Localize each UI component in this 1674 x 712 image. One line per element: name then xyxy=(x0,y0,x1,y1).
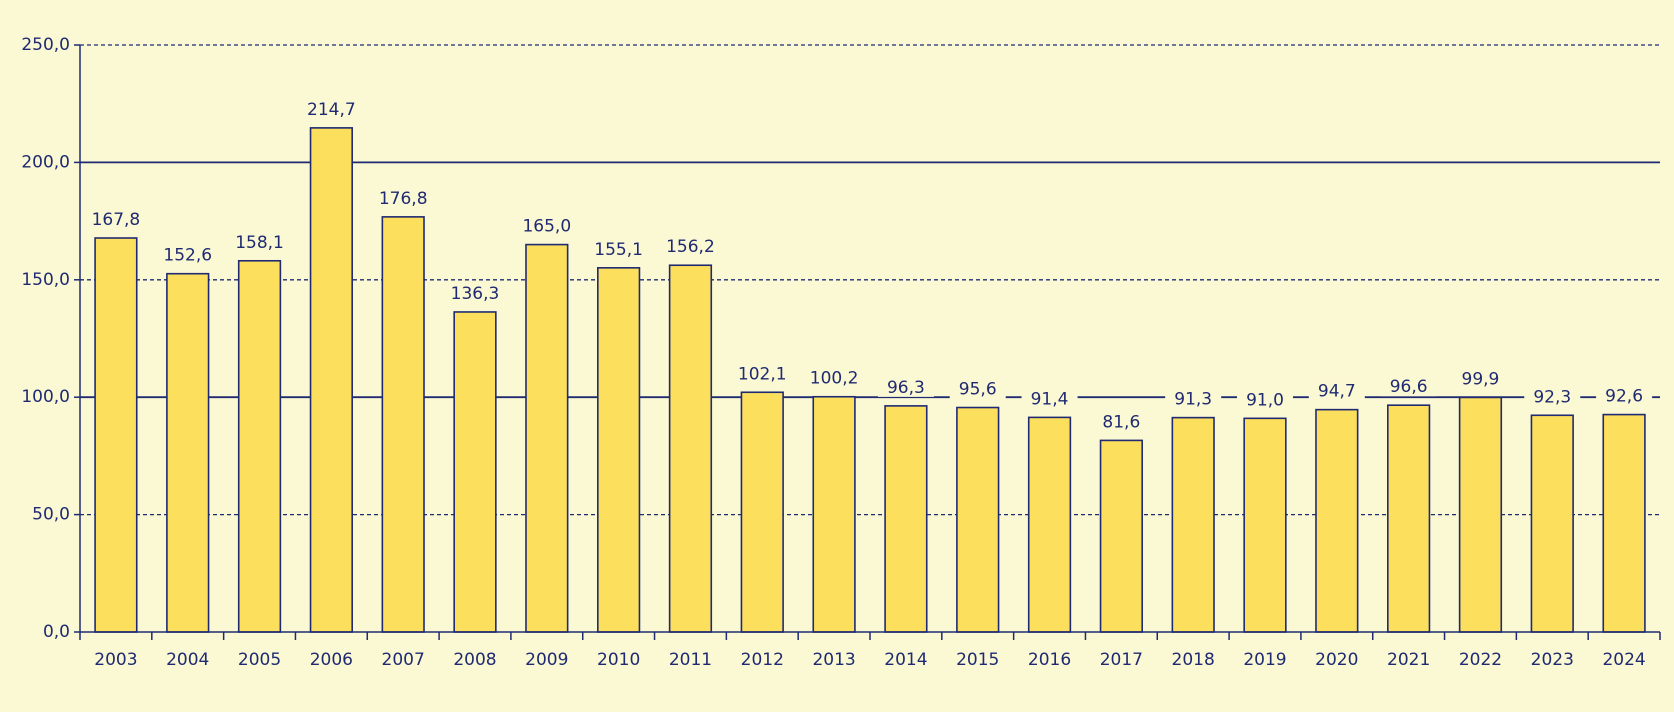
bar xyxy=(1602,413,1646,633)
value-label: 167,8 xyxy=(92,210,141,230)
x-tick-label: 2012 xyxy=(741,650,784,670)
value-label-bg xyxy=(87,209,144,230)
value-label: 91,0 xyxy=(1246,390,1284,410)
y-tick-label: 50,0 xyxy=(32,505,70,525)
bar xyxy=(94,237,138,633)
value-label: 165,0 xyxy=(522,217,571,237)
x-tick-label: 2020 xyxy=(1315,650,1358,670)
x-tick-label: 2005 xyxy=(238,650,281,670)
value-label: 152,6 xyxy=(163,246,212,266)
bar xyxy=(1315,408,1359,633)
value-label: 100,2 xyxy=(810,369,859,389)
x-tick-label: 2023 xyxy=(1531,650,1574,670)
bar xyxy=(740,391,784,633)
bar xyxy=(668,264,713,633)
x-tick-label: 2016 xyxy=(1028,650,1071,670)
value-label: 96,3 xyxy=(887,378,925,398)
bar xyxy=(1243,417,1287,633)
value-label-bg xyxy=(375,187,432,208)
value-label-bg xyxy=(806,367,863,388)
x-tick-label: 2015 xyxy=(956,650,999,670)
value-label-bg xyxy=(590,238,647,259)
y-tick-label: 100,0 xyxy=(21,387,70,407)
value-label-bg xyxy=(1452,368,1509,389)
value-label-bg xyxy=(1093,411,1150,432)
y-tick-label: 200,0 xyxy=(21,152,70,172)
x-tick-label: 2007 xyxy=(382,650,425,670)
x-tick-label: 2006 xyxy=(310,650,353,670)
bar xyxy=(525,243,569,633)
y-tick-label: 250,0 xyxy=(21,35,70,55)
x-tick-label: 2010 xyxy=(597,650,640,670)
x-tick-label: 2003 xyxy=(94,650,137,670)
bar xyxy=(381,216,425,633)
value-label-bg xyxy=(1596,385,1653,406)
bar xyxy=(956,406,1000,633)
x-tick-label: 2024 xyxy=(1602,650,1645,670)
bar xyxy=(1099,439,1143,633)
bar xyxy=(1458,396,1503,633)
x-tick-label: 2014 xyxy=(884,650,927,670)
x-tick-label: 2009 xyxy=(525,650,568,670)
value-label-bg xyxy=(1380,376,1437,397)
value-label: 99,9 xyxy=(1462,369,1500,389)
value-label: 92,3 xyxy=(1533,387,1571,407)
x-tick-label: 2019 xyxy=(1243,650,1286,670)
x-tick-label: 2017 xyxy=(1100,650,1143,670)
value-label-bg xyxy=(662,236,719,257)
value-label-bg xyxy=(1021,388,1078,409)
bar xyxy=(884,405,928,633)
bar xyxy=(1530,414,1574,633)
x-tick-label: 2011 xyxy=(669,650,712,670)
value-label: 91,4 xyxy=(1031,389,1069,409)
value-label: 81,6 xyxy=(1102,412,1140,432)
bar xyxy=(309,127,353,633)
y-tick-label: 150,0 xyxy=(21,270,70,290)
x-tick-label: 2008 xyxy=(453,650,496,670)
value-label: 136,3 xyxy=(451,284,500,304)
bar xyxy=(812,395,856,633)
value-label-bg xyxy=(159,244,216,265)
value-label-bg xyxy=(1165,388,1222,409)
y-tick-label: 0,0 xyxy=(43,622,70,642)
value-label-bg xyxy=(1308,380,1365,401)
bar xyxy=(1171,416,1215,633)
value-label: 92,6 xyxy=(1605,387,1643,407)
value-label: 176,8 xyxy=(379,189,428,209)
value-label: 94,7 xyxy=(1318,382,1356,402)
value-label-bg xyxy=(303,98,360,119)
value-label: 156,2 xyxy=(666,237,715,257)
value-label-bg xyxy=(949,378,1006,399)
value-label: 95,6 xyxy=(959,380,997,400)
x-tick-label: 2021 xyxy=(1387,650,1430,670)
bar xyxy=(1387,404,1431,633)
x-tick-label: 2004 xyxy=(166,650,209,670)
bar xyxy=(453,311,497,633)
bar xyxy=(597,267,641,633)
value-label: 96,6 xyxy=(1390,377,1428,397)
x-tick-label: 2018 xyxy=(1172,650,1215,670)
value-label-bg xyxy=(877,376,934,397)
bar xyxy=(1027,416,1072,633)
value-label-bg xyxy=(1237,389,1293,410)
value-label: 158,1 xyxy=(235,233,284,253)
value-label-bg xyxy=(734,363,791,384)
x-tick-label: 2013 xyxy=(812,650,855,670)
value-label-bg xyxy=(518,215,575,236)
value-label: 155,1 xyxy=(594,240,643,260)
value-label: 102,1 xyxy=(738,364,787,384)
value-label-bg xyxy=(447,282,503,303)
x-tick-label: 2022 xyxy=(1459,650,1502,670)
value-label-bg xyxy=(231,231,288,252)
bar xyxy=(166,272,210,633)
value-label-bg xyxy=(1524,386,1581,407)
value-label: 91,3 xyxy=(1174,390,1212,410)
value-label: 214,7 xyxy=(307,100,356,120)
bar xyxy=(237,259,282,633)
